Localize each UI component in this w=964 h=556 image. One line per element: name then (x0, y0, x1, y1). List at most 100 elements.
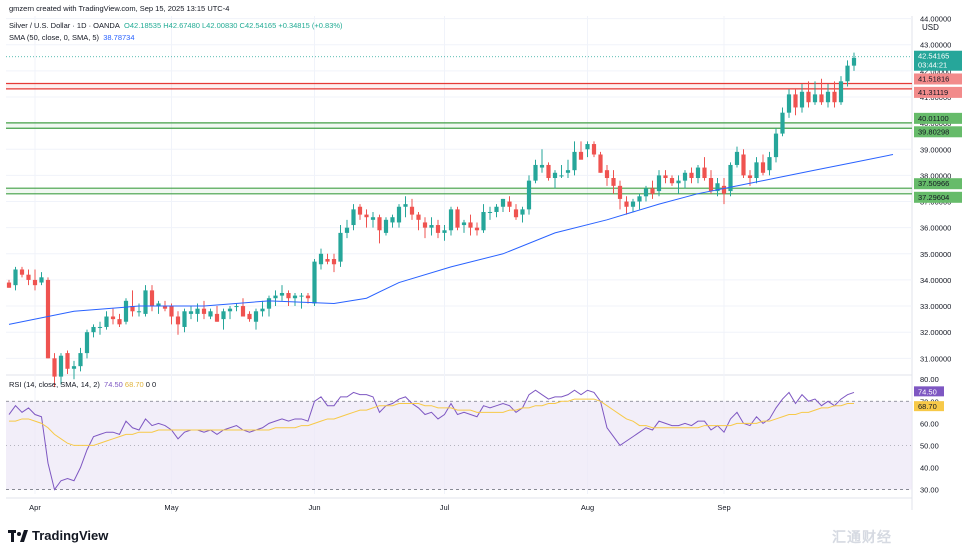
candle (377, 214, 382, 244)
sma-layer (8, 154, 894, 325)
candle (383, 217, 389, 236)
candle (123, 298, 129, 325)
support-price-tag (914, 126, 962, 138)
candle (760, 154, 766, 176)
last-price-tag (914, 50, 962, 71)
symbol-title[interactable]: Silver / U.S. Dollar · 1D · OANDA (9, 21, 120, 30)
candle (539, 149, 545, 173)
rsi-ma-value-tag (914, 401, 944, 412)
candle (806, 81, 811, 108)
candle-body (58, 355, 64, 377)
candle-body (747, 175, 753, 179)
candle (117, 313, 122, 327)
candle (767, 151, 772, 176)
candle-body (325, 259, 330, 262)
candle-body (630, 201, 636, 207)
countdown-label: 03:44:21 (918, 61, 947, 70)
sma-legend[interactable]: SMA (50, close, 0, SMA, 5) 38.78734 (9, 33, 135, 42)
candle-body (578, 151, 584, 160)
candle-body (760, 162, 766, 173)
candle (520, 206, 525, 223)
candle (175, 311, 181, 335)
candle (695, 164, 701, 184)
candle-body (643, 188, 649, 197)
candle (728, 162, 733, 197)
candle (546, 162, 551, 181)
rsi-value-tag (914, 386, 944, 397)
candle-body (754, 162, 759, 179)
candle-body (695, 167, 701, 179)
candle (305, 292, 311, 304)
tradingview-logo-text: TradingView (32, 528, 109, 543)
candle-body (364, 214, 369, 218)
candle-body (832, 91, 837, 103)
candle-body (214, 313, 220, 322)
candle-body (708, 178, 714, 192)
price-axis[interactable]: 31.00000 32.00000 33.00000 34.00000 35.00000… (914, 15, 962, 495)
time-axis[interactable]: Apr May Jun Jul Aug Sep (29, 503, 731, 512)
candle-body (624, 201, 629, 207)
candle (845, 60, 850, 87)
candle-body (305, 295, 311, 299)
candle-body (416, 214, 421, 220)
candle-body (156, 303, 161, 307)
candle-body (266, 298, 272, 309)
candle (338, 225, 343, 267)
candle-body (279, 292, 285, 296)
resistance-price-tag (914, 86, 962, 98)
candle-body (819, 94, 824, 103)
price-tick-label: 38.00000 (920, 171, 951, 180)
rsi-ma-value: 68.70 (124, 380, 144, 389)
ohlc-values: O42.18535 H42.67480 L42.00830 C42.54165 … (124, 21, 343, 30)
candle (65, 350, 70, 374)
candle (832, 81, 837, 108)
candle (682, 170, 688, 189)
candle (461, 219, 467, 233)
tradingview-logo[interactable]: TradingView (8, 528, 108, 543)
candle-body (559, 175, 564, 177)
price-tick-label: 42.00000 (920, 67, 951, 76)
candle (240, 298, 246, 317)
candle-body (487, 211, 493, 213)
candle-body (403, 204, 408, 207)
candle-body (286, 292, 291, 299)
candle (481, 204, 486, 233)
candle (630, 198, 636, 212)
candle (260, 300, 265, 317)
resistance-price-tag-label: 41.51816 (918, 74, 949, 83)
resistance-zone (6, 83, 912, 89)
candle (663, 170, 668, 184)
candle (110, 308, 116, 325)
candle (669, 175, 675, 186)
support-price-tag-label: 37.50966 (918, 179, 949, 188)
candle (585, 141, 590, 158)
candle (812, 81, 818, 105)
candle (637, 193, 642, 210)
candle-body (97, 326, 103, 328)
candle-body (227, 308, 233, 312)
candle-body (617, 185, 623, 199)
candle-body (526, 180, 532, 210)
candle-body (84, 332, 90, 354)
candle (773, 128, 779, 163)
candle-body (845, 65, 850, 82)
rsi-legend[interactable]: RSI (14, close, SMA, 14, 2) 74.50 68.70 … (9, 380, 156, 389)
candle-body (663, 175, 668, 179)
candle-body (338, 232, 343, 262)
candle-body (162, 306, 168, 309)
candle (169, 303, 174, 325)
currency-label[interactable]: USD (922, 23, 939, 32)
candle-body (494, 206, 499, 212)
candle-body (208, 311, 213, 317)
candle-body (383, 219, 389, 233)
candle-body (312, 261, 317, 304)
candle (221, 308, 226, 330)
time-tick-label: May (164, 503, 178, 512)
candle-body (773, 133, 779, 158)
candle-body (91, 326, 96, 333)
candle (32, 269, 38, 291)
sma-line (8, 154, 894, 325)
candle-body (468, 222, 473, 228)
candle (253, 308, 259, 330)
